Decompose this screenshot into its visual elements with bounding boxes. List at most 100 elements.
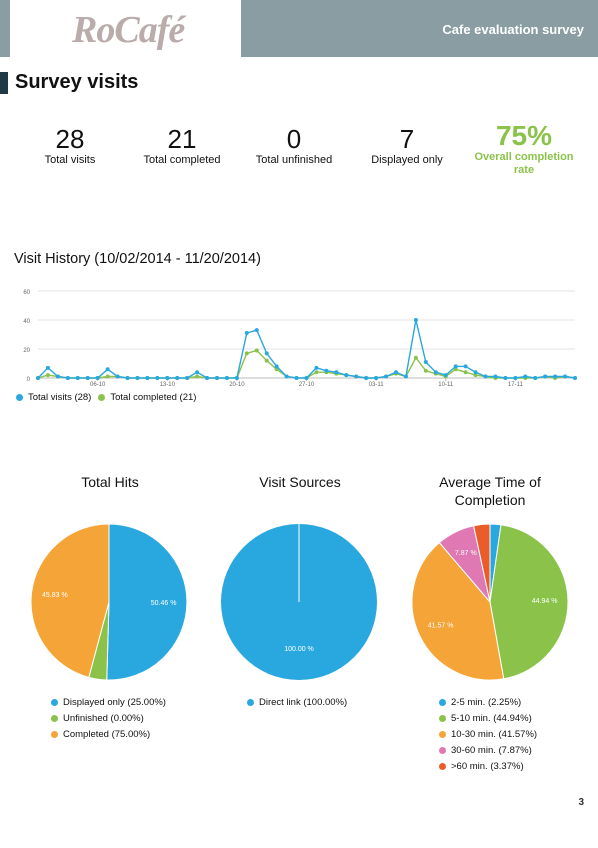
- x-tick-label: 10-11: [438, 382, 454, 388]
- legend-item: >60 min. (3.37%): [439, 761, 524, 772]
- legend-dot: [439, 731, 446, 738]
- stat-value: 0: [286, 124, 302, 154]
- data-point: [503, 376, 508, 380]
- stat-value: 21: [167, 124, 197, 154]
- pie-slice: [106, 523, 188, 681]
- legend-dot: [439, 763, 446, 770]
- slice-label: 41.57 %: [428, 622, 454, 629]
- data-point: [473, 370, 478, 375]
- data-point: [364, 376, 369, 380]
- legend-dot: [51, 731, 58, 738]
- stat-label: Displayed only: [371, 154, 443, 166]
- pie-slice: [30, 523, 110, 678]
- x-tick-label: 20-10: [229, 382, 245, 388]
- stat-displayed-only: 7 Displayed only: [352, 124, 462, 167]
- data-point: [55, 374, 60, 379]
- data-point: [394, 370, 398, 375]
- data-point: [433, 370, 438, 375]
- average-time-pie: 44.94 % 41.57 % 7.87 %: [411, 523, 569, 681]
- legend-label: Displayed only (25.00%): [63, 697, 166, 708]
- data-point: [65, 376, 70, 380]
- page-number: 3: [578, 797, 584, 808]
- data-point: [195, 370, 200, 375]
- legend-dot: [51, 699, 58, 706]
- data-point: [563, 374, 568, 379]
- x-tick-label: 17-11: [508, 382, 524, 388]
- legend-dot: [439, 715, 446, 722]
- data-point: [493, 374, 498, 379]
- data-point: [185, 376, 190, 380]
- legend-item: Displayed only (25.00%): [51, 697, 166, 708]
- data-point: [264, 358, 269, 363]
- slice-label: 7.87 %: [455, 550, 477, 557]
- data-point: [45, 365, 50, 370]
- visit-history-title: Visit History (10/02/2014 - 11/20/2014): [14, 251, 261, 267]
- data-point: [284, 374, 289, 379]
- data-point: [155, 376, 160, 380]
- stat-total-completed: 21 Total completed: [127, 124, 237, 167]
- stat-value: 28: [55, 124, 85, 154]
- legend-item: 2-5 min. (2.25%): [439, 697, 521, 708]
- data-point: [244, 331, 249, 336]
- data-point: [423, 368, 428, 373]
- visit-history-chart: 0 20 40 60 06-10 13-10 20-10 27-10 03-11 10-11 17-…: [23, 290, 577, 388]
- legend-label: 2-5 min. (2.25%): [451, 697, 522, 708]
- legend-dot: [16, 394, 23, 401]
- pie-slice: [473, 523, 491, 603]
- data-point: [125, 376, 130, 380]
- data-point: [75, 376, 80, 380]
- data-point: [384, 374, 389, 379]
- data-point: [453, 364, 458, 369]
- data-point: [105, 374, 110, 379]
- page-header: RoCafé Cafe evaluation survey: [0, 0, 598, 57]
- data-point: [224, 376, 229, 380]
- data-point: [443, 373, 448, 378]
- legend-item: Direct link (100.00%): [247, 697, 347, 708]
- legend-label-completed: Total completed (21): [110, 392, 197, 403]
- legend-label: 30-60 min. (7.87%): [451, 745, 532, 756]
- legend-label: Direct link (100.00%): [259, 697, 348, 708]
- rocafe-logo: RoCafé: [72, 9, 185, 51]
- legend-dot: [247, 699, 254, 706]
- header-title: Cafe evaluation survey: [442, 22, 584, 37]
- data-point: [314, 370, 319, 375]
- data-point: [344, 373, 349, 378]
- stat-value: 75%: [495, 120, 553, 151]
- legend-item: 30-60 min. (7.87%): [439, 745, 532, 756]
- pie-slice: [489, 524, 569, 680]
- page-title: Survey visits: [15, 71, 139, 93]
- stat-completion-rate: 75% Overall completion rate: [469, 121, 579, 177]
- data-point: [463, 364, 468, 369]
- data-point: [453, 367, 458, 372]
- data-point: [254, 328, 259, 333]
- legend-item: 10-30 min. (41.57%): [439, 729, 537, 740]
- line-legend: Total visits (28) Total completed (21): [16, 392, 196, 403]
- legend-label: >60 min. (3.37%): [451, 761, 524, 772]
- pie-title-average-time: Average Time of Completion: [439, 474, 541, 508]
- stat-label: Total visits: [44, 154, 96, 166]
- data-point: [264, 351, 269, 356]
- legend-label: 10-30 min. (41.57%): [451, 729, 538, 740]
- data-point: [45, 373, 50, 378]
- stat-label: Total unfinished: [255, 154, 333, 166]
- data-point: [36, 376, 40, 380]
- data-point: [195, 374, 200, 379]
- data-point: [294, 376, 299, 380]
- series-line: [37, 349, 576, 379]
- slice-label: 100.00 %: [284, 646, 314, 653]
- slice-label: 44.94 %: [532, 598, 558, 605]
- data-point: [374, 376, 379, 380]
- data-point: [423, 360, 428, 365]
- stat-total-visits: 28 Total visits: [15, 124, 125, 167]
- y-tick-label: 0: [27, 377, 31, 383]
- data-point: [324, 368, 329, 373]
- data-point: [165, 376, 170, 380]
- legend-item: Completed (75.00%): [51, 729, 150, 740]
- data-point: [175, 376, 180, 380]
- data-point: [145, 376, 150, 380]
- data-point: [244, 351, 249, 356]
- data-point: [115, 374, 120, 379]
- y-tick-label: 20: [23, 348, 30, 354]
- data-point: [523, 374, 528, 379]
- x-tick-label: 06-10: [90, 382, 106, 388]
